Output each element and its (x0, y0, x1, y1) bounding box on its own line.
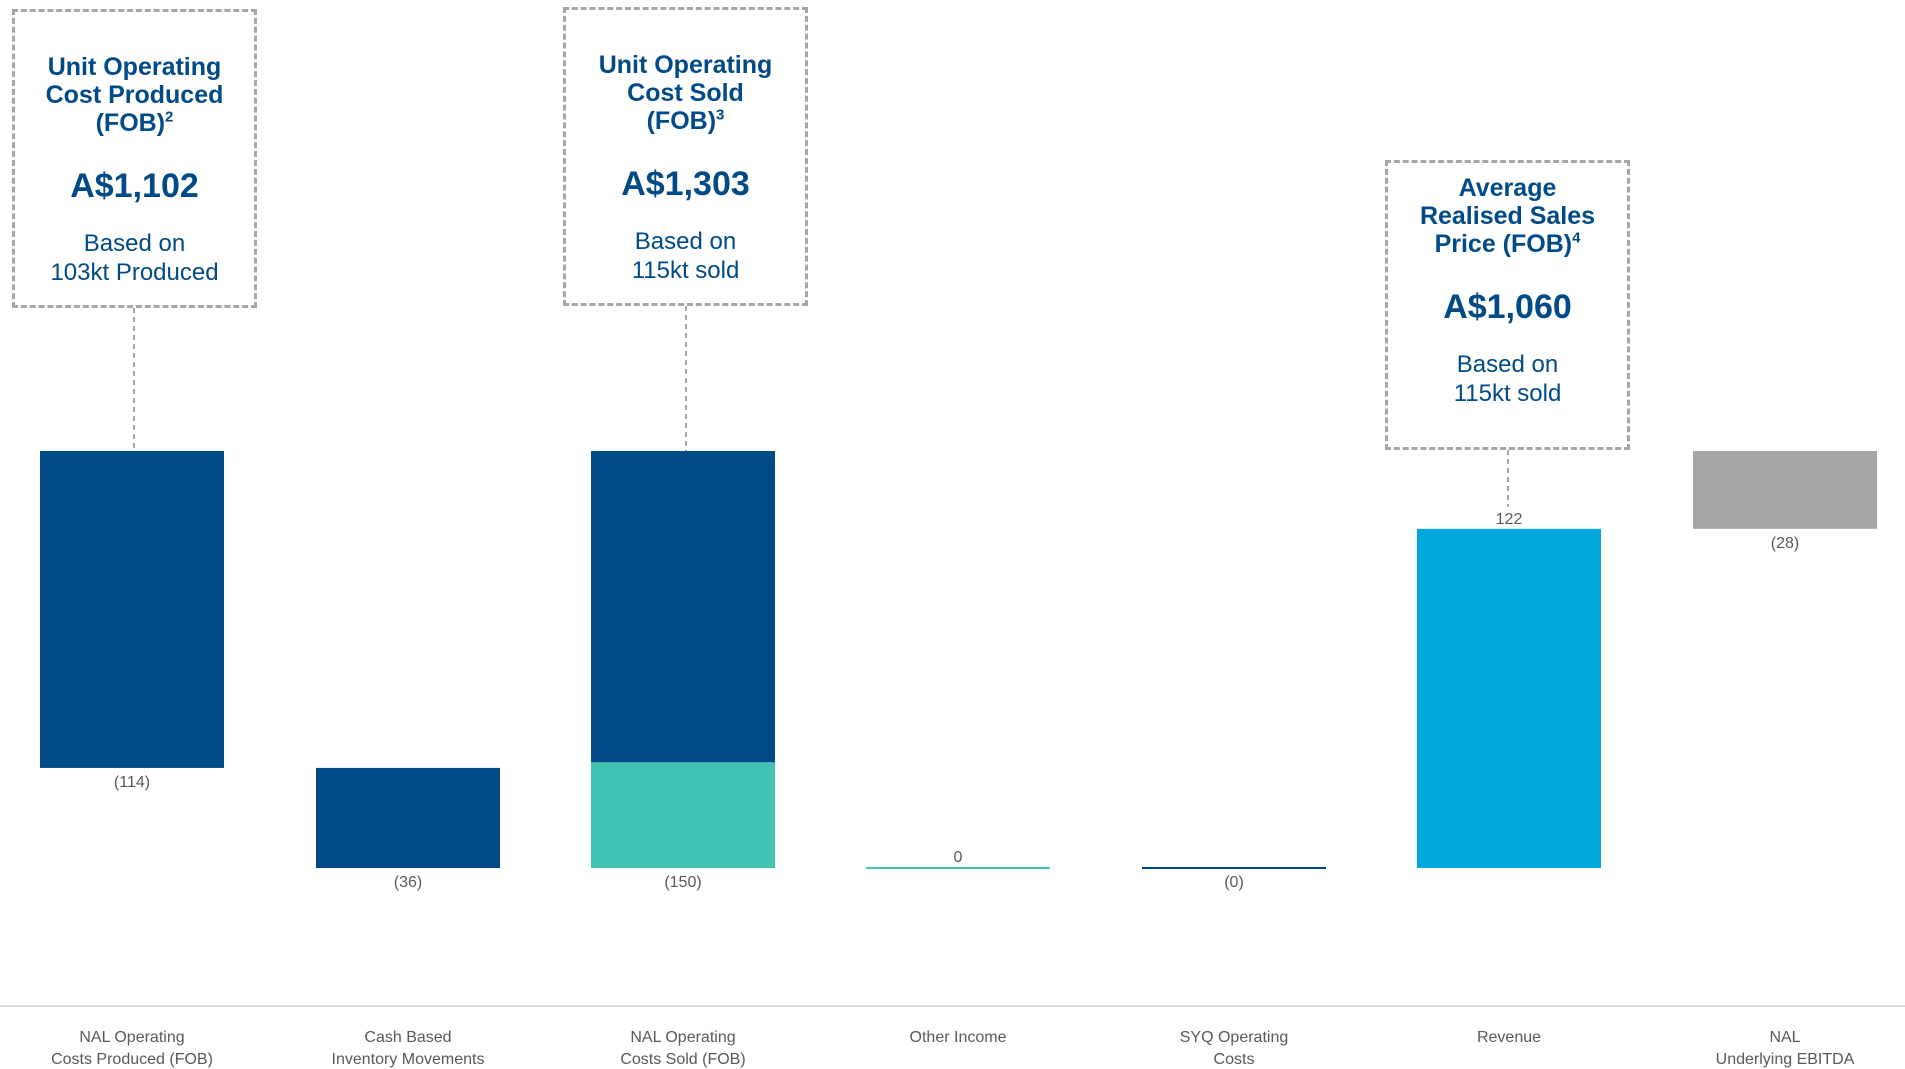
callout-unit-cost-produced: Unit Operating Cost Produced (FOB)2 A$1,… (12, 9, 257, 308)
category-label-3: NAL Operating Costs Sold (FOB) (620, 1029, 745, 1068)
value-labels: (114) (36) (150) 0 (0) 122 (28) (114, 511, 1799, 891)
value-label-7: (28) (1771, 535, 1799, 552)
value-label-2: (36) (394, 874, 422, 891)
callout-unit-cost-sold: Unit Operating Cost Sold (FOB)3 A$1,303 … (563, 7, 808, 306)
bar-1 (40, 451, 224, 768)
callout-value: A$1,303 (621, 165, 750, 203)
category-label-4: Other Income (910, 1029, 1007, 1046)
value-label-3: (150) (664, 874, 701, 891)
bar-7 (1693, 451, 1877, 529)
bar-4 (866, 867, 1050, 869)
bar-segment-3-1 (591, 451, 775, 763)
value-label-4: 0 (954, 849, 963, 866)
bars (40, 451, 1877, 869)
callout-avg-realised-price: Average Realised Sales Price (FOB)4 A$1,… (1385, 160, 1630, 450)
category-label-2: Cash Based Inventory Movements (332, 1029, 485, 1068)
callout-title: Unit Operating Cost Produced (FOB)2 (45, 53, 224, 137)
callout-basis: Based on 115kt sold (1453, 351, 1562, 407)
category-label-5: SYQ Operating Costs (1180, 1029, 1289, 1068)
value-label-6: 122 (1496, 511, 1523, 528)
bar-2 (316, 767, 500, 868)
callout-connectors (133, 306, 1509, 507)
callout-title: Average Realised Sales Price (FOB)4 (1419, 174, 1596, 258)
callout-value: A$1,102 (70, 167, 199, 205)
bar-6 (1417, 528, 1601, 868)
value-label-1: (114) (114, 774, 150, 791)
category-labels: NAL Operating Costs Produced (FOB) Cash Ba… (51, 1029, 1855, 1068)
bar-segment-3-2 (591, 762, 775, 868)
callout-title: Unit Operating Cost Sold (FOB)3 (598, 51, 773, 135)
category-label-7: NAL Underlying EBITDA (1716, 1029, 1855, 1068)
callout-basis: Based on 115kt sold (631, 228, 740, 284)
callout-value: A$1,060 (1443, 288, 1572, 326)
callout-basis: Based on 103kt Produced (50, 230, 219, 286)
category-label-6: Revenue (1477, 1029, 1541, 1046)
value-label-5: (0) (1224, 874, 1244, 891)
bar-5 (1142, 867, 1326, 869)
category-label-1: NAL Operating Costs Produced (FOB) (51, 1029, 213, 1068)
